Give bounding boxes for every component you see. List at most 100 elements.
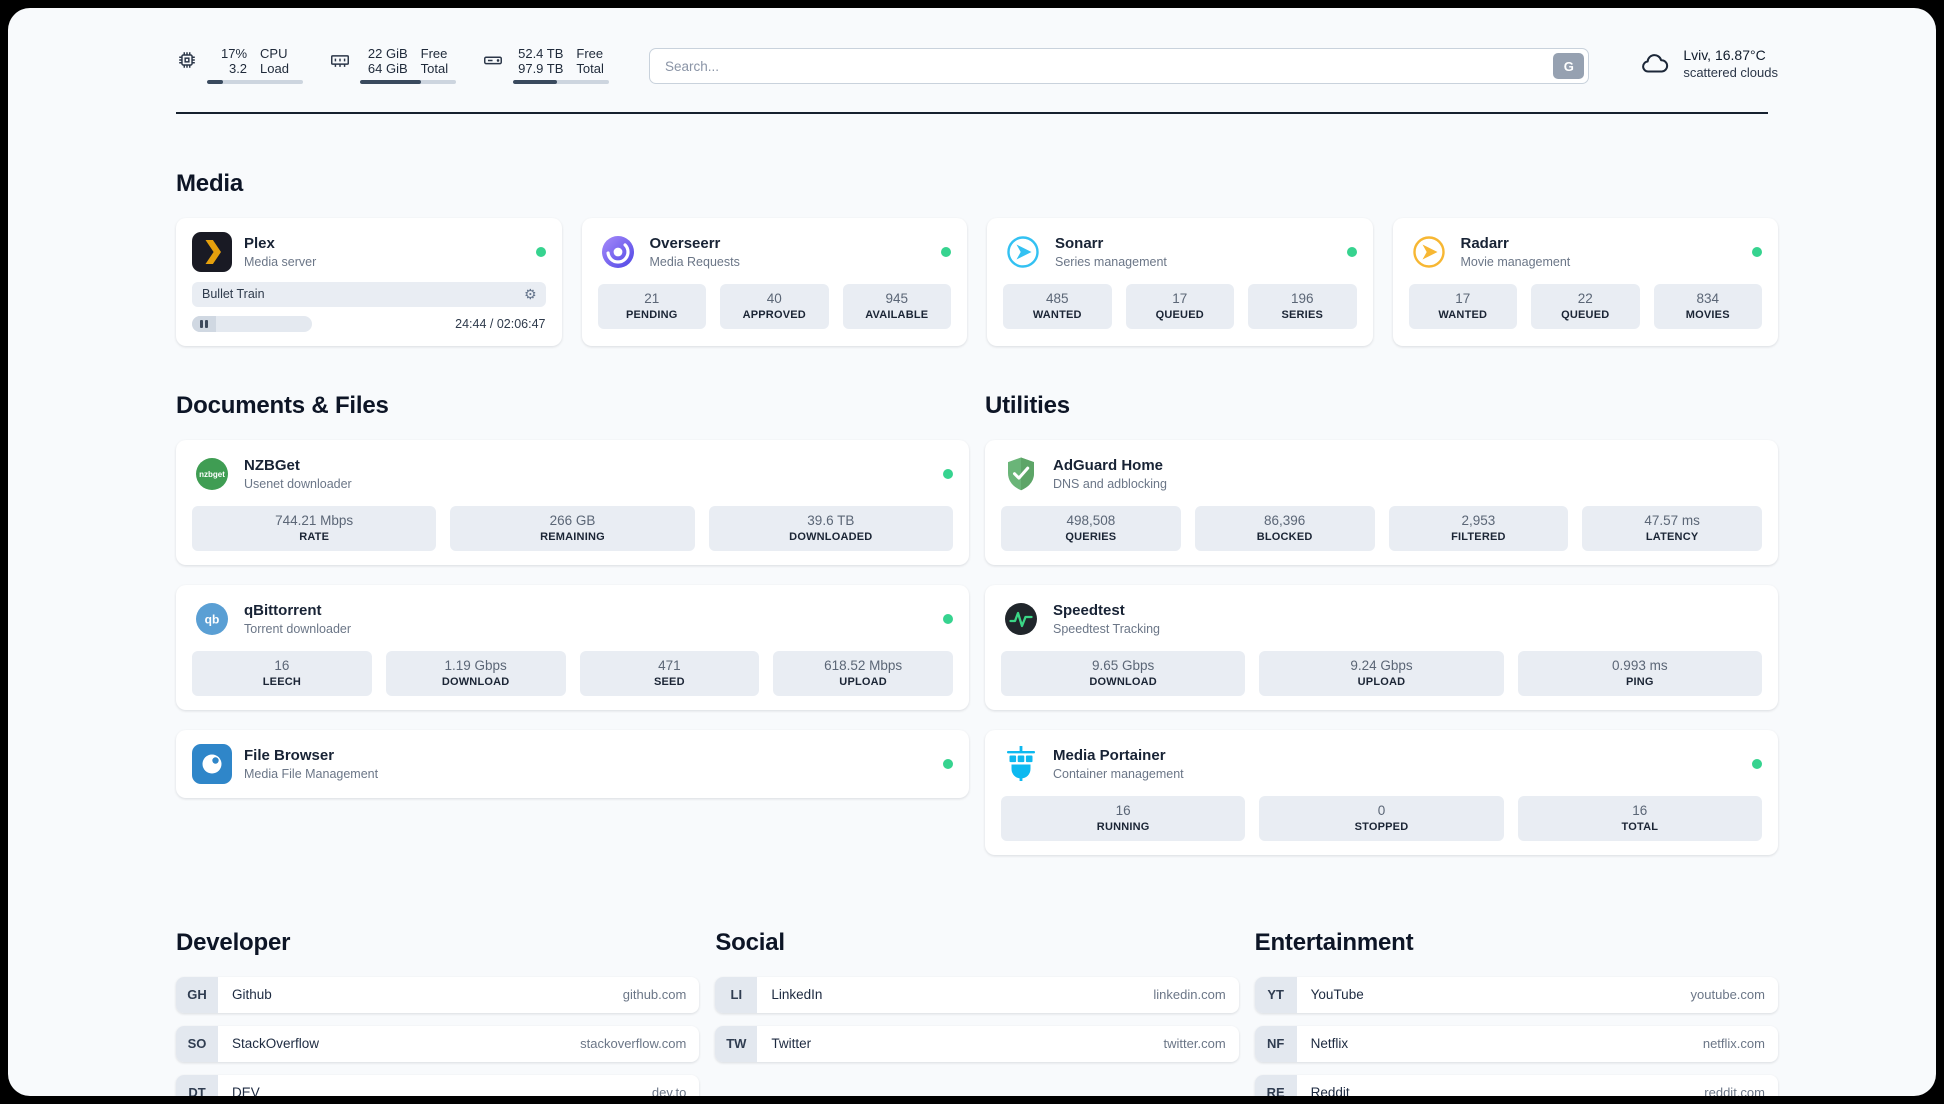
disk-progress-fill (513, 80, 558, 84)
link-abbr: YT (1254, 976, 1297, 1013)
stat-value: 196 (1290, 290, 1314, 306)
stats-row: 16 RUNNING 0 STOPPED 16 TOTAL (1001, 795, 1762, 841)
stat-value: 86,396 (1263, 512, 1306, 528)
link-domain: youtube.com (1690, 987, 1765, 1003)
stat-blocked: 86,396 BLOCKED (1194, 505, 1375, 551)
stat-value: 16 (1115, 802, 1131, 818)
stat-running: 16 RUNNING (1001, 795, 1246, 841)
ram-free-value: 22 GiB (367, 46, 408, 61)
stat-value: 266 GB (549, 512, 596, 528)
stat-label: SERIES (1281, 308, 1324, 321)
bookmark-group-developer: Developer GH Github github.com SO StackO… (176, 909, 700, 1096)
status-dot (941, 246, 951, 257)
link-abbr: DT (176, 1074, 218, 1096)
stat-label: WANTED (1438, 308, 1488, 321)
link-github[interactable]: GH Github github.com (176, 976, 700, 1013)
cpu-load-label: Load (260, 61, 289, 76)
stat-value: 17 (1172, 290, 1188, 306)
cpu-metric-block: 17% CPU 3.2 Load (207, 46, 303, 84)
link-abbr: RE (1254, 1074, 1297, 1096)
app-subtitle: Torrent downloader (244, 621, 352, 636)
app-header: Media Portainer Container management (1001, 744, 1762, 784)
settings-gear-icon[interactable]: ⚙ (523, 286, 537, 303)
app-card-portainer[interactable]: Media Portainer Container management 16 … (985, 729, 1778, 855)
stat-label: RUNNING (1096, 820, 1150, 833)
pause-icon[interactable] (200, 319, 208, 328)
app-card-radarr[interactable]: Radarr Movie management 17 WANTED 22 QUE… (1392, 217, 1778, 346)
app-card-adguard[interactable]: AdGuard Home DNS and adblocking 498,508 … (985, 439, 1778, 565)
link-name: Twitter (771, 1036, 812, 1052)
playback-controls: 24:44 / 02:06:47 (192, 315, 546, 332)
ram-free-label: Free (420, 46, 448, 61)
stat-value: 834 (1696, 290, 1720, 306)
stat-label: LEECH (262, 675, 302, 688)
section-utilities: Utilities AdGuard Home DNS (985, 372, 1778, 855)
link-stackoverflow[interactable]: SO StackOverflow stackoverflow.com (176, 1025, 700, 1062)
link-abbr: LI (715, 976, 758, 1013)
stat-upload: 9.24 Gbps UPLOAD (1259, 650, 1504, 696)
stat-value: 22 (1577, 290, 1593, 306)
stat-value: 1.19 Gbps (444, 657, 507, 673)
stat-upload: 618.52 Mbps UPLOAD (773, 650, 953, 696)
app-card-sonarr[interactable]: Sonarr Series management 485 WANTED 17 Q… (987, 217, 1373, 346)
link-abbr: GH (176, 976, 218, 1013)
stat-value: 17 (1455, 290, 1471, 306)
disk-metric-block: 52.4 TB Free 97.9 TB Total (513, 46, 609, 84)
link-linkedin[interactable]: LI LinkedIn linkedin.com (715, 976, 1239, 1013)
app-titles: qBittorrent Torrent downloader (244, 601, 351, 637)
link-twitter[interactable]: TW Twitter twitter.com (715, 1025, 1239, 1062)
app-titles: AdGuard Home DNS and adblocking (1053, 456, 1167, 492)
app-card-overseerr[interactable]: Overseerr Media Requests 21 PENDING 40 A… (581, 217, 967, 346)
app-header: Overseerr Media Requests (598, 232, 951, 272)
search-engine-button[interactable]: G (1553, 53, 1585, 79)
link-domain: dev.to (651, 1085, 687, 1096)
stat-pending: 21 PENDING (597, 283, 706, 329)
disk-metric: 52.4 TB Free 97.9 TB Total (482, 46, 609, 84)
link-domain: twitter.com (1163, 1036, 1226, 1052)
app-name: Plex (244, 234, 275, 252)
app-header: Plex Media server (192, 231, 546, 272)
app-subtitle: Container management (1053, 766, 1184, 781)
app-titles: Plex Media server (244, 234, 316, 270)
now-playing-title: Bullet Train (202, 287, 265, 302)
app-card-qbittorrent[interactable]: qb qBittorrent Torrent downloader 16 (176, 584, 969, 710)
app-titles: NZBGet Usenet downloader (244, 456, 352, 492)
app-card-speedtest[interactable]: Speedtest Speedtest Tracking 9.65 Gbps D… (985, 584, 1778, 710)
seek-bar[interactable] (192, 315, 312, 332)
stat-label: APPROVED (742, 308, 806, 321)
weather-condition: scattered clouds (1683, 65, 1778, 80)
stat-approved: 40 APPROVED (720, 283, 829, 329)
top-bar: 17% CPU 3.2 Load (176, 8, 1778, 84)
adguard-icon (1008, 457, 1034, 491)
app-name: Radarr (1460, 234, 1509, 252)
link-dev[interactable]: DT DEV dev.to (176, 1074, 700, 1096)
app-titles: Speedtest Speedtest Tracking (1053, 601, 1160, 637)
ram-total-value: 64 GiB (367, 61, 408, 76)
cpu-usage-value: 17% (221, 46, 248, 61)
link-name: Github (232, 987, 272, 1003)
link-netflix[interactable]: NF Netflix netflix.com (1254, 1025, 1778, 1062)
stat-wanted: 485 WANTED (1003, 283, 1112, 329)
link-abbr: TW (715, 1025, 758, 1062)
link-name: YouTube (1310, 987, 1364, 1003)
stat-downloaded: 39.6 TB DOWNLOADED (708, 505, 953, 551)
stats-row: 744.21 Mbps RATE 266 GB REMAINING 39.6 T… (192, 505, 953, 551)
stat-movies: 834 MOVIES (1653, 283, 1762, 329)
stat-label: AVAILABLE (865, 308, 929, 321)
stat-leech: 16 LEECH (192, 650, 372, 696)
disk-free-value: 52.4 TB (518, 46, 564, 61)
app-card-plex[interactable]: Plex Media server Bullet Train ⚙ (176, 217, 562, 346)
app-card-nzbget[interactable]: nzbget NZBGet Usenet downloader 744.21 M… (176, 439, 969, 565)
svg-text:qb: qb (205, 612, 220, 626)
stat-label: DOWNLOAD (441, 675, 510, 688)
app-subtitle: Speedtest Tracking (1053, 621, 1161, 636)
stat-remaining: 266 GB REMAINING (450, 505, 695, 551)
stat-value: 498,508 (1066, 512, 1116, 528)
status-dot (943, 468, 953, 479)
search-input[interactable] (663, 57, 1554, 75)
section-title-documents: Documents & Files (176, 391, 389, 419)
link-reddit[interactable]: RE Reddit reddit.com (1254, 1074, 1778, 1096)
app-card-filebrowser[interactable]: File Browser Media File Management (176, 729, 969, 798)
stat-total: 16 TOTAL (1517, 795, 1762, 841)
link-youtube[interactable]: YT YouTube youtube.com (1254, 976, 1778, 1013)
